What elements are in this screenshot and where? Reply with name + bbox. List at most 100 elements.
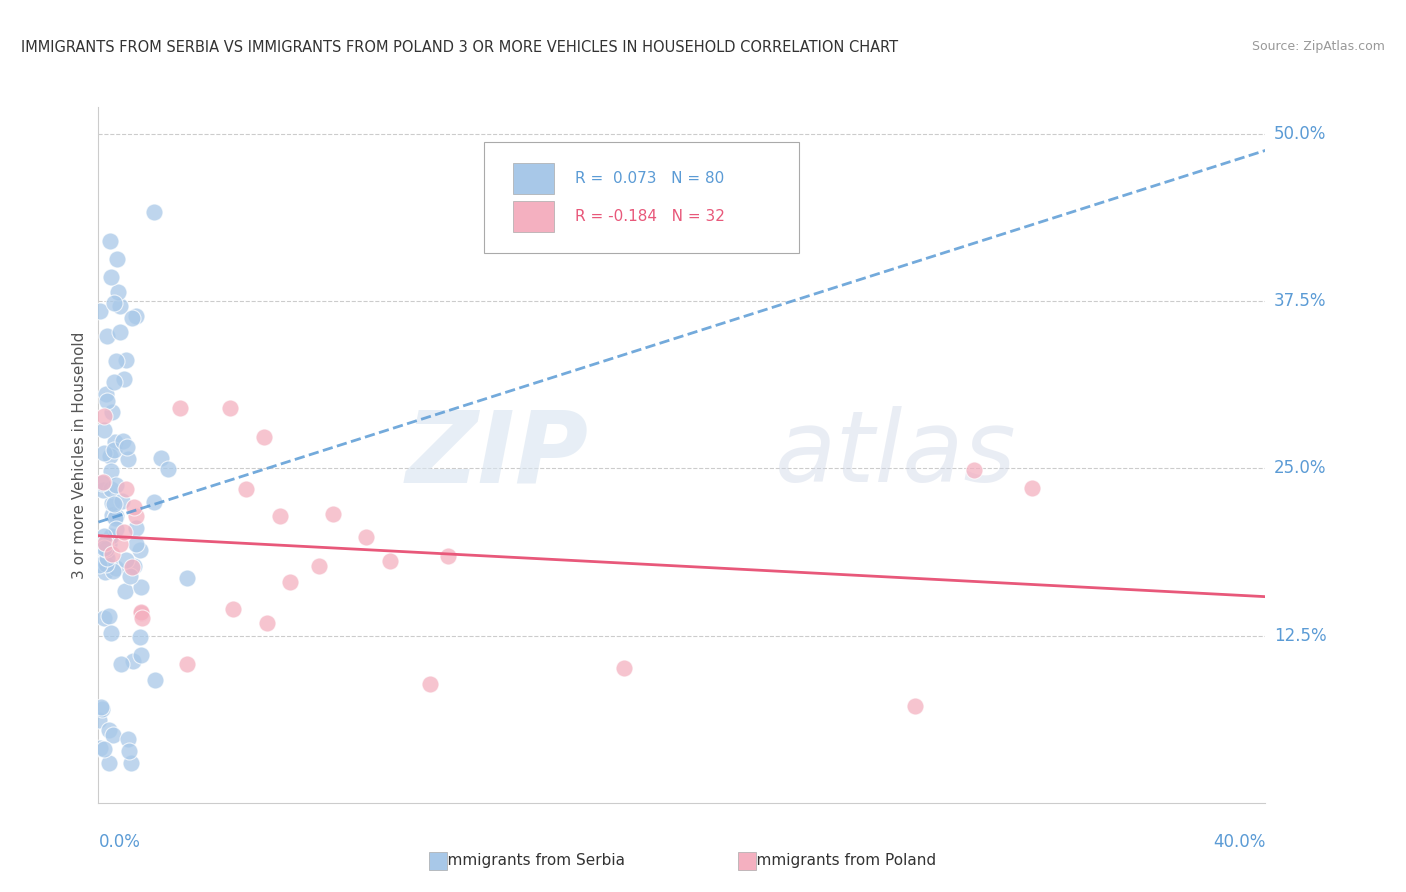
Point — [112, 434, 135, 448]
Point — [129, 648, 152, 662]
Point — [218, 401, 240, 416]
Point — [91, 475, 114, 489]
Point — [962, 463, 984, 477]
Point — [125, 537, 148, 551]
Point — [89, 713, 111, 727]
Point — [107, 285, 129, 299]
Point — [94, 536, 117, 550]
Point — [121, 310, 143, 325]
Point — [103, 443, 125, 458]
Point — [101, 547, 124, 561]
Point — [93, 409, 115, 423]
Point — [280, 575, 302, 590]
Point — [101, 564, 124, 578]
Point — [101, 405, 124, 419]
Point — [114, 524, 136, 539]
Text: R = -0.184   N = 32: R = -0.184 N = 32 — [575, 209, 724, 224]
Point — [101, 728, 124, 742]
Point — [129, 581, 152, 595]
Point — [108, 537, 131, 551]
Point — [129, 630, 152, 644]
Point — [93, 529, 115, 543]
Point — [104, 522, 127, 536]
Point — [129, 606, 152, 620]
Text: 37.5%: 37.5% — [1274, 292, 1326, 310]
Text: ZIP: ZIP — [405, 407, 589, 503]
Point — [89, 741, 111, 756]
Point — [100, 270, 122, 285]
Point — [93, 742, 115, 756]
Point — [98, 723, 121, 737]
Point — [612, 661, 634, 675]
Point — [96, 394, 118, 409]
Point — [143, 495, 166, 509]
Point — [94, 386, 117, 401]
Point — [253, 430, 276, 444]
Point — [112, 372, 135, 386]
Point — [89, 551, 111, 566]
Text: 0.0%: 0.0% — [98, 833, 141, 851]
Point — [117, 440, 139, 454]
Point — [90, 475, 112, 490]
Point — [125, 509, 148, 524]
Point — [121, 654, 143, 668]
Text: Immigrants from Poland: Immigrants from Poland — [752, 854, 935, 868]
Point — [90, 700, 112, 714]
Point — [98, 450, 121, 464]
Point — [125, 310, 148, 324]
Point — [93, 566, 115, 580]
Point — [131, 611, 153, 625]
Point — [108, 299, 131, 313]
Point — [1021, 482, 1043, 496]
Point — [103, 497, 125, 511]
Point — [89, 558, 111, 573]
Point — [96, 329, 118, 343]
Point — [89, 304, 111, 318]
Point — [437, 549, 460, 564]
Point — [221, 602, 243, 616]
Y-axis label: 3 or more Vehicles in Household: 3 or more Vehicles in Household — [72, 331, 87, 579]
Text: Source: ZipAtlas.com: Source: ZipAtlas.com — [1251, 40, 1385, 54]
Point — [118, 744, 141, 758]
Point — [100, 483, 122, 497]
Text: IMMIGRANTS FROM SERBIA VS IMMIGRANTS FROM POLAND 3 OR MORE VEHICLES IN HOUSEHOLD: IMMIGRANTS FROM SERBIA VS IMMIGRANTS FRO… — [21, 40, 898, 55]
Point — [111, 494, 134, 508]
Text: atlas: atlas — [775, 407, 1017, 503]
Point — [125, 521, 148, 535]
Text: 25.0%: 25.0% — [1274, 459, 1326, 477]
Point — [96, 542, 118, 557]
Point — [103, 295, 125, 310]
Point — [98, 609, 121, 624]
Point — [115, 353, 138, 368]
Point — [256, 615, 278, 630]
Point — [122, 500, 145, 515]
Point — [105, 252, 128, 267]
Point — [129, 605, 152, 619]
Point — [114, 553, 136, 567]
Point — [90, 701, 112, 715]
Point — [354, 530, 377, 544]
Point — [96, 546, 118, 560]
Point — [308, 558, 330, 573]
Point — [143, 673, 166, 688]
FancyBboxPatch shape — [513, 201, 554, 232]
Point — [169, 401, 191, 416]
Point — [104, 510, 127, 524]
Point — [101, 508, 124, 522]
Point — [100, 529, 122, 543]
Point — [104, 354, 127, 368]
Text: 12.5%: 12.5% — [1274, 626, 1326, 645]
Point — [142, 204, 165, 219]
Point — [322, 507, 344, 521]
Point — [101, 496, 124, 510]
Text: 40.0%: 40.0% — [1213, 833, 1265, 851]
Point — [121, 560, 143, 574]
Point — [98, 756, 121, 770]
Point — [419, 676, 441, 690]
Point — [100, 464, 122, 478]
Point — [93, 446, 115, 460]
Text: 50.0%: 50.0% — [1274, 125, 1326, 143]
Point — [269, 508, 291, 523]
Point — [176, 657, 198, 671]
Point — [110, 326, 132, 340]
